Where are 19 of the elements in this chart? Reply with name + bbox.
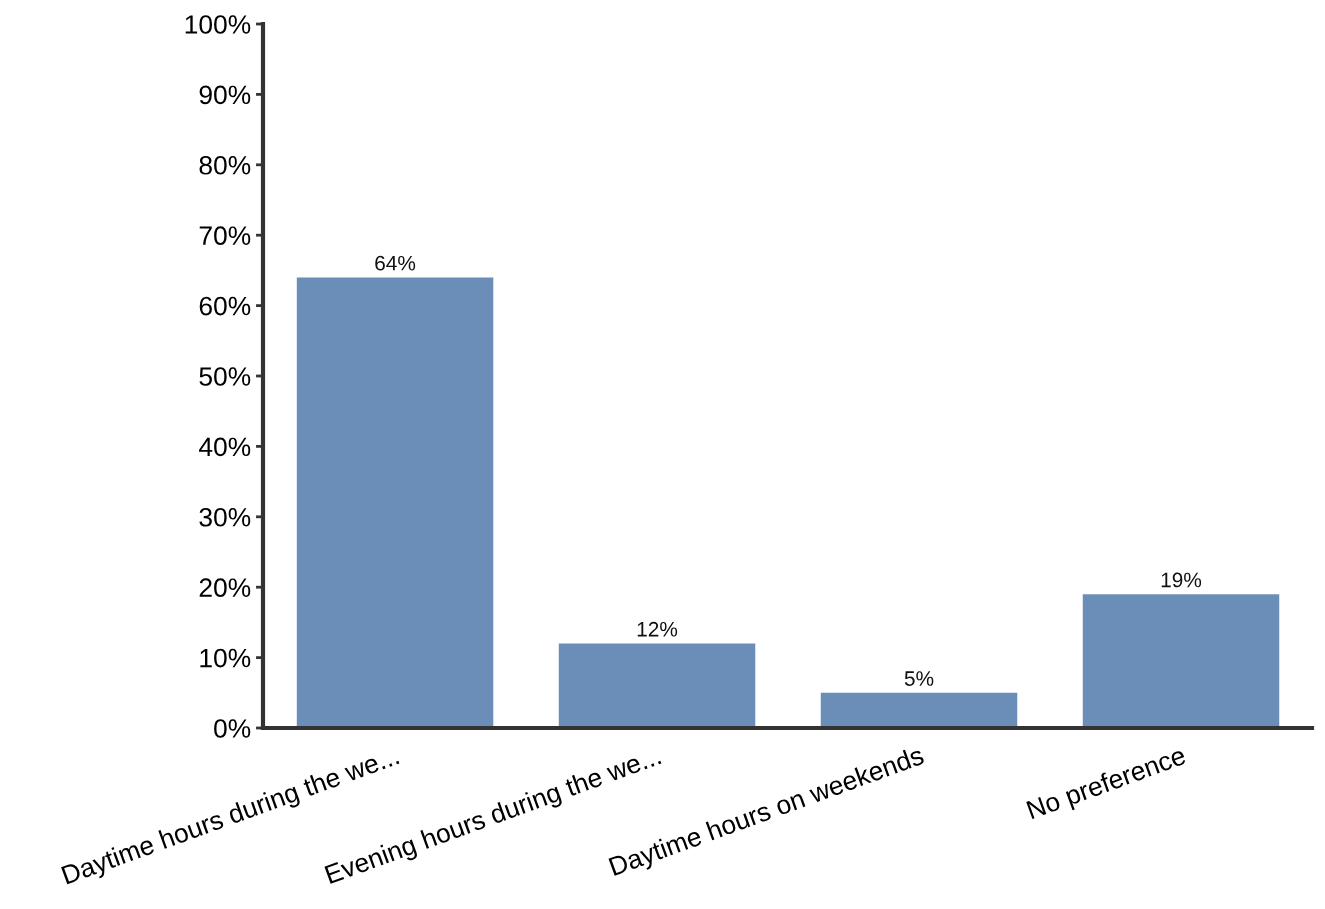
bar [1082, 594, 1280, 728]
y-tick-label: 50% [199, 367, 251, 386]
data-label: 5% [904, 671, 934, 686]
bar [820, 692, 1018, 728]
data-label: 12% [637, 621, 678, 637]
data-label: 19% [1161, 572, 1202, 588]
y-tick-label: 60% [199, 296, 251, 316]
y-tick-label: 0% [214, 719, 251, 738]
bar [558, 643, 756, 728]
bar [296, 277, 494, 728]
y-tick-label: 100% [185, 15, 251, 34]
y-tick-label: 10% [200, 648, 251, 668]
y-tick-label: 20% [199, 578, 251, 598]
data-label: 64% [375, 255, 416, 271]
y-tick-label: 40% [198, 437, 251, 457]
y-tick-label: 80% [199, 155, 251, 175]
y-tick-label: 70% [199, 226, 251, 246]
y-tick-label: 30% [199, 507, 251, 527]
y-tick-label: 90% [199, 85, 251, 105]
